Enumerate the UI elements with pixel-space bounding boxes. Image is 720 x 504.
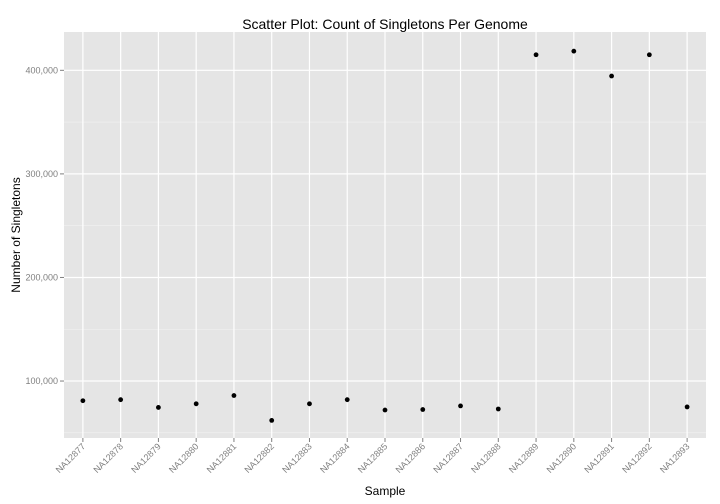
x-tick-label: NA12888	[469, 441, 503, 475]
x-tick-label: NA12891	[582, 441, 616, 475]
data-point	[269, 417, 275, 423]
data-point	[193, 401, 199, 407]
y-tick-label: 300,000	[25, 169, 58, 179]
x-tick-label: NA12886	[394, 441, 428, 475]
x-tick-label: NA12889	[507, 441, 541, 475]
data-point	[231, 393, 237, 398]
x-axis-title: Sample	[365, 484, 406, 498]
data-point	[382, 407, 388, 413]
data-point	[646, 52, 652, 58]
x-axis: NA12877 NA12878 NA12879 NA12880 NA12881 NA128…	[54, 438, 692, 475]
x-tick-label: NA12884	[318, 441, 352, 475]
data-point	[307, 401, 312, 407]
x-tick-label: NA12893	[658, 441, 692, 475]
y-axis: 100,000 200,000 300,000 400,000	[25, 65, 64, 386]
x-tick-label: NA12880	[167, 441, 201, 475]
y-tick-label: 400,000	[25, 65, 58, 75]
x-tick-label: NA12877	[54, 441, 88, 475]
data-point	[118, 397, 124, 403]
chart-title: Scatter Plot: Count of Singletons Per Ge…	[242, 16, 528, 32]
y-axis-title: Number of Singletons	[9, 177, 23, 292]
x-tick-label: NA12892	[620, 441, 654, 475]
data-point	[420, 407, 426, 412]
data-points	[80, 48, 690, 423]
x-tick-label: NA12883	[280, 441, 314, 475]
x-tick-label: NA12881	[205, 441, 239, 475]
x-tick-label: NA12879	[129, 441, 163, 475]
data-point	[684, 404, 690, 410]
data-point	[495, 406, 501, 412]
y-tick-label: 100,000	[25, 376, 58, 386]
data-point	[609, 73, 614, 79]
x-tick-label: NA12882	[243, 441, 277, 475]
grid-lines	[64, 32, 706, 438]
data-point	[571, 48, 577, 54]
data-point	[344, 397, 350, 403]
y-tick-label: 200,000	[25, 272, 58, 282]
x-tick-label: NA12890	[545, 441, 579, 475]
data-point	[156, 405, 161, 410]
x-tick-label: NA12878	[91, 441, 125, 475]
data-point	[533, 52, 539, 58]
x-tick-label: NA12887	[431, 441, 465, 475]
data-point	[80, 398, 86, 404]
x-tick-label: NA12885	[356, 441, 390, 475]
data-point	[458, 403, 463, 409]
